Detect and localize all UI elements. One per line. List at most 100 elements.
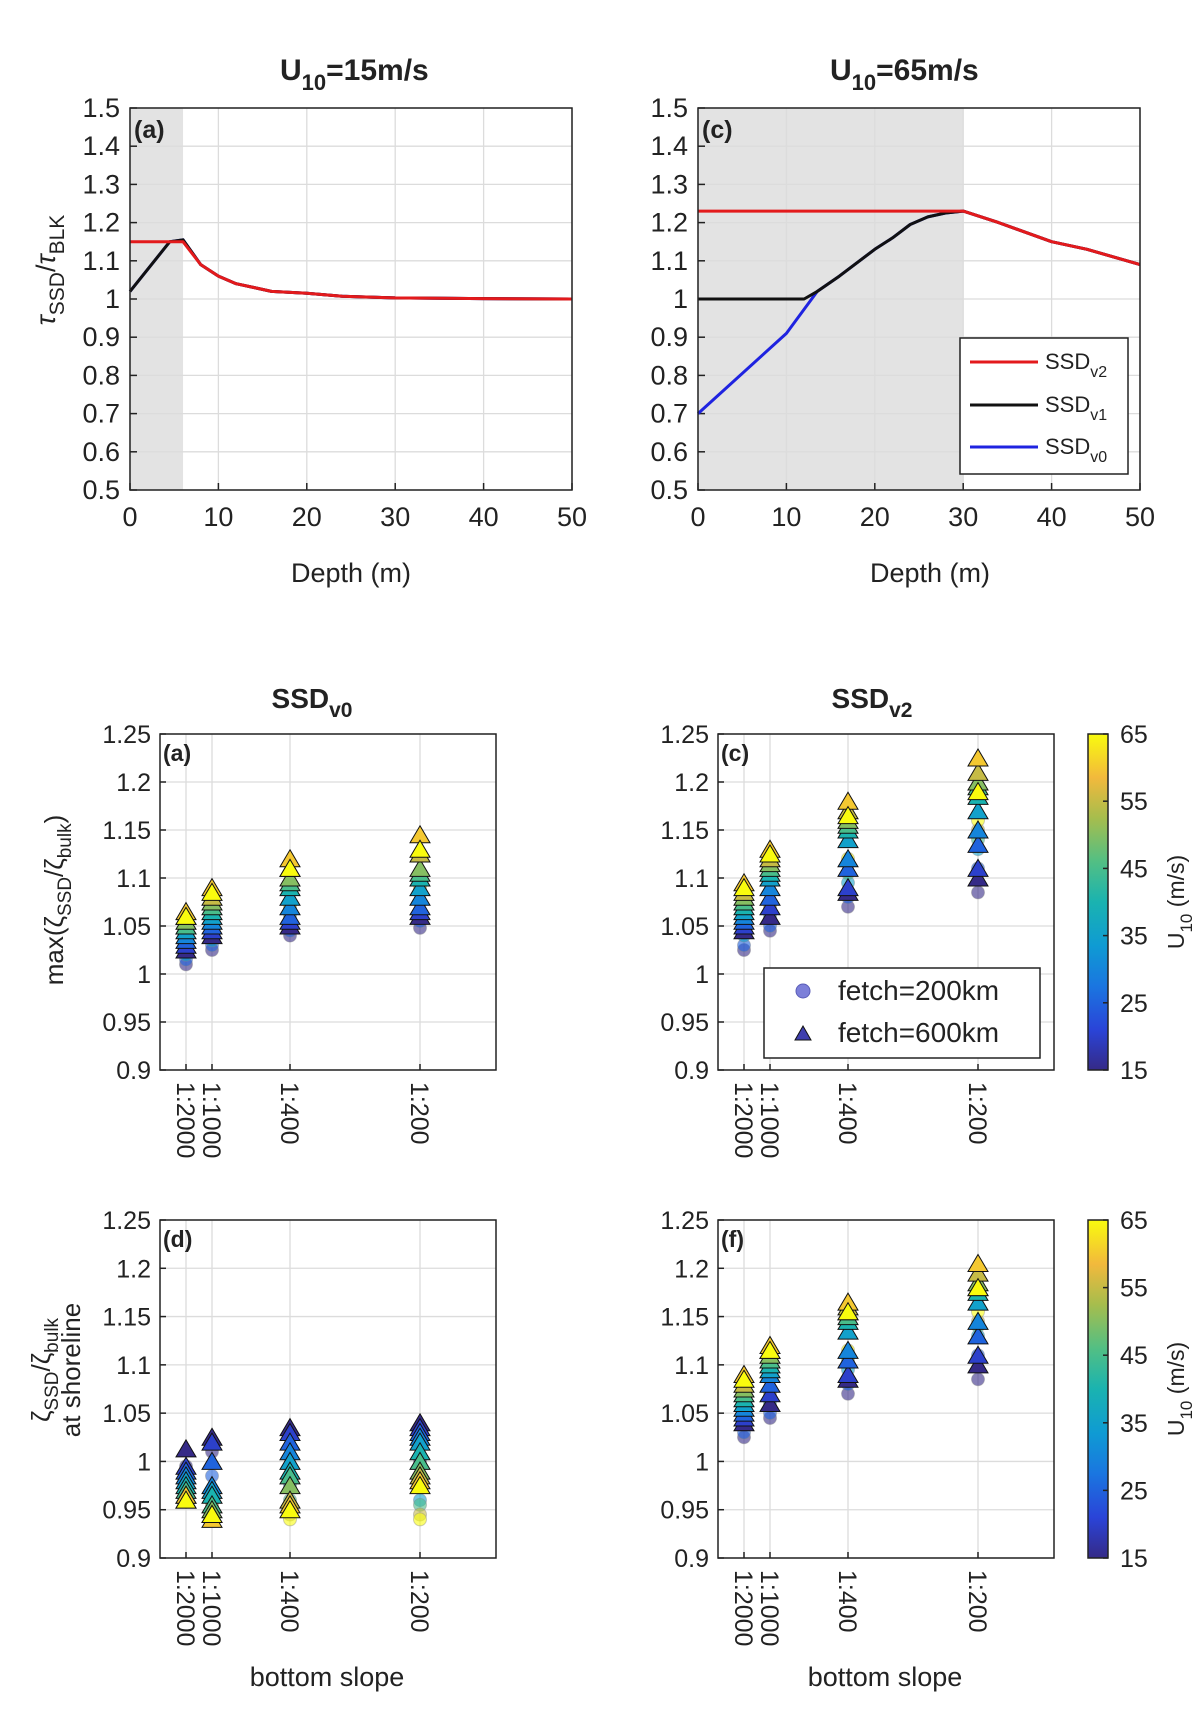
x-tick-label: 1:2000 xyxy=(729,1570,757,1646)
colorbar-tick-label: 45 xyxy=(1120,1342,1148,1370)
triangle-marker xyxy=(967,1354,989,1374)
triangle-marker xyxy=(967,1277,989,1297)
series-line-ssdv2 xyxy=(130,240,573,301)
y-tick-label: 0.95 xyxy=(102,1009,151,1037)
y-tick-label: 1.05 xyxy=(102,1400,151,1428)
triangle-marker xyxy=(409,858,431,877)
colorbar-label: U10 (m/s) xyxy=(1163,855,1196,949)
triangle-marker xyxy=(279,906,301,925)
triangle-marker xyxy=(759,1340,781,1359)
colorbar-tick-label: 55 xyxy=(1120,788,1148,816)
triangle-marker xyxy=(967,781,989,801)
colorbar-gradient xyxy=(1087,733,1109,1071)
triangle-marker xyxy=(279,1499,301,1519)
y-tick-label: 0.95 xyxy=(660,1497,709,1525)
y-tick-label: 1.2 xyxy=(82,208,120,238)
y-tick-label: 1.2 xyxy=(650,208,688,238)
y-tick-label: 1.2 xyxy=(674,1255,709,1283)
y-tick-label: 0.8 xyxy=(82,360,120,390)
x-tick-label: 1:200 xyxy=(963,1082,991,1145)
y-tick-label: 1 xyxy=(137,961,151,989)
y-tick-label: 1 xyxy=(105,284,120,314)
axes-frame xyxy=(159,1219,497,1559)
y-tick-label: 0.6 xyxy=(82,437,120,467)
x-tick-label: 1:1000 xyxy=(755,1570,783,1646)
triangle-marker xyxy=(733,877,755,897)
triangle-marker xyxy=(837,829,859,849)
triangle-marker xyxy=(409,887,431,906)
x-tick-label: 0 xyxy=(122,502,137,532)
triangle-marker xyxy=(201,1432,223,1451)
x-tick-label: 1:1000 xyxy=(197,1082,225,1158)
y-tick-label: 1.1 xyxy=(674,865,709,893)
triangle-marker xyxy=(759,1374,781,1393)
legend-label-v2: SSDv2 xyxy=(1045,349,1107,381)
x-tick-label: 1:400 xyxy=(275,1082,303,1145)
y-tick-label: 0.6 xyxy=(650,437,688,467)
x-tick-label: 1:200 xyxy=(405,1570,433,1633)
y-tick-label: 1 xyxy=(673,284,688,314)
line-panel-u10-15: 0 10 20 30 40 50 0.5 0.6 0.7 0.8 0.9 1 1.1 1.2 1.3 1.4 1… xyxy=(31,54,587,588)
y-tick-label: 1.25 xyxy=(102,1207,151,1235)
axes-frame xyxy=(697,107,1141,491)
triangle-marker xyxy=(733,1369,755,1388)
y-tick-label: 0.7 xyxy=(650,399,688,429)
panel6-xlabel: bottom slope xyxy=(808,1662,963,1692)
x-tick-label: 20 xyxy=(860,502,890,532)
y-tick-label: 1 xyxy=(695,961,709,989)
triangle-marker xyxy=(759,1393,781,1412)
y-tick-label: 1.25 xyxy=(102,721,151,749)
circle-marker xyxy=(413,1512,427,1527)
y-tick-label: 0.9 xyxy=(674,1545,709,1573)
y-tick-label: 1.05 xyxy=(660,913,709,941)
panel4-title: SSDv2 xyxy=(832,683,913,722)
legend-label-fetch-600: fetch=600km xyxy=(838,1017,999,1048)
triangle-marker xyxy=(967,1325,989,1345)
colorbar-label: U10 (m/s) xyxy=(1163,1342,1196,1436)
y-tick-label: 1.4 xyxy=(650,131,688,161)
panel2-title: U10=65m/s xyxy=(830,54,979,95)
colorbar-tick-label: 35 xyxy=(1120,1410,1148,1438)
y-tick-label: 0.9 xyxy=(116,1545,151,1573)
y-tick-label: 1.1 xyxy=(650,246,688,276)
triangle-marker xyxy=(837,1301,859,1321)
triangle-marker xyxy=(967,834,989,853)
y-tick-label: 1.3 xyxy=(82,169,120,199)
y-tick-label: 1.1 xyxy=(674,1352,709,1380)
triangle-marker xyxy=(837,805,859,825)
y-tick-label: 1.2 xyxy=(116,1255,151,1283)
triangle-marker xyxy=(967,800,989,820)
legend-triangle-marker xyxy=(794,1024,812,1041)
panel1-title: U10=15m/s xyxy=(280,54,429,95)
triangle-marker xyxy=(759,906,781,925)
y-tick-label: 1.25 xyxy=(660,1207,709,1235)
y-tick-label: 1.15 xyxy=(660,817,709,845)
x-tick-label: 10 xyxy=(203,502,233,532)
x-tick-label: 50 xyxy=(557,502,587,532)
colorbar-tick-label: 25 xyxy=(1120,1477,1148,1505)
triangle-marker xyxy=(409,877,431,897)
axes-frame xyxy=(129,107,573,491)
triangle-marker xyxy=(201,882,223,901)
triangle-marker xyxy=(837,877,859,897)
triangle-marker xyxy=(837,1350,859,1369)
triangle-marker xyxy=(967,1253,989,1272)
legend-circle-marker xyxy=(795,983,811,999)
line-panel-u10-65: 0 10 20 30 40 50 0.5 0.6 0.7 0.8 0.9 1 1.1 1.2 1.3 1.4 1… xyxy=(650,54,1155,588)
triangle-marker xyxy=(967,762,989,781)
colorbar-tick-label: 65 xyxy=(1120,1207,1148,1235)
y-tick-label: 1.15 xyxy=(102,817,151,845)
colorbar: 15 25 35 45 55 65 U10 (m/s) xyxy=(1087,721,1196,1085)
triangle-marker xyxy=(175,906,197,925)
axes-frame xyxy=(717,733,1055,1071)
axes-frame xyxy=(159,733,497,1071)
y-tick-label: 0.9 xyxy=(650,322,688,352)
triangle-marker xyxy=(759,887,781,906)
circle-marker xyxy=(971,1372,985,1387)
colorbar-tick-label: 65 xyxy=(1120,721,1148,749)
